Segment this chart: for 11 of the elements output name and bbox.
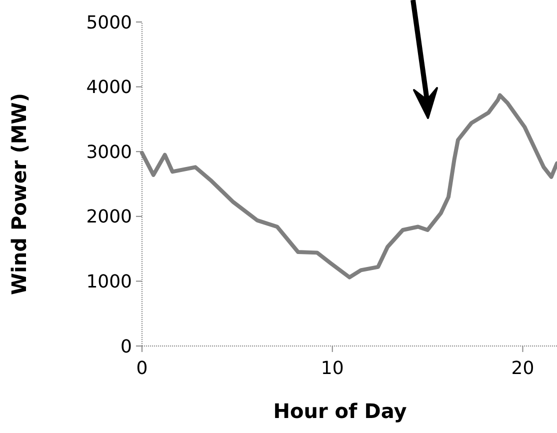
y-tick-label: 3000 <box>86 142 132 163</box>
x-tick-label: 20 <box>511 358 534 379</box>
x-tick-label: 0 <box>136 358 148 379</box>
x-tick-label: 10 <box>320 358 344 379</box>
y-tick-label: 2000 <box>86 206 132 228</box>
y-tick-label: 4000 <box>86 77 132 98</box>
y-axis-title: Wind Power (MW) <box>7 93 31 295</box>
y-tick-label: 1000 <box>86 272 132 292</box>
y-tick-label: 5000 <box>86 12 132 34</box>
y-tick-label: 0 <box>120 336 132 358</box>
x-axis-title: Hour of Day <box>273 399 407 423</box>
